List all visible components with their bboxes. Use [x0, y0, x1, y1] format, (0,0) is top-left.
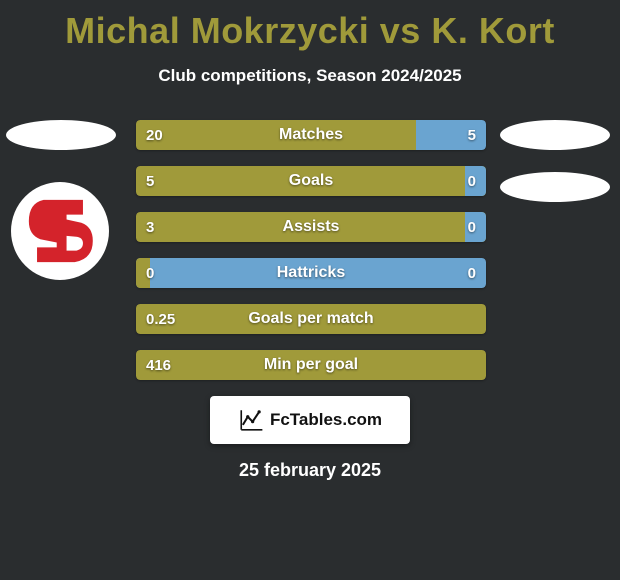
page-title: Michal Mokrzycki vs K. Kort [0, 0, 620, 52]
stat-bar: 416Min per goal [136, 350, 486, 380]
stat-bar: 205Matches [136, 120, 486, 150]
stat-label: Min per goal [136, 350, 486, 380]
stat-bar: 50Goals [136, 166, 486, 196]
page-subtitle: Club competitions, Season 2024/2025 [0, 66, 620, 86]
stat-bars: 205Matches 50Goals 30Assists 00Hattricks 0.2… [136, 120, 486, 380]
right-player-placeholder-2 [500, 172, 610, 202]
stat-label: Goals per match [136, 304, 486, 334]
stat-bar: 30Assists [136, 212, 486, 242]
chart-icon [238, 407, 264, 433]
stat-bar: 0.25Goals per match [136, 304, 486, 334]
right-player-placeholder-1 [500, 120, 610, 150]
stat-label: Hattricks [136, 258, 486, 288]
club-logo [11, 182, 109, 280]
stat-label: Matches [136, 120, 486, 150]
comparison-content: 205Matches 50Goals 30Assists 00Hattricks 0.2… [0, 120, 620, 380]
stat-label: Goals [136, 166, 486, 196]
stat-label: Assists [136, 212, 486, 242]
footer-brand[interactable]: FcTables.com [210, 396, 410, 444]
date-text: 25 february 2025 [0, 460, 620, 481]
stat-bar: 00Hattricks [136, 258, 486, 288]
club-logo-svg [19, 190, 101, 272]
footer-brand-text: FcTables.com [270, 410, 382, 430]
left-player-placeholder [6, 120, 116, 150]
